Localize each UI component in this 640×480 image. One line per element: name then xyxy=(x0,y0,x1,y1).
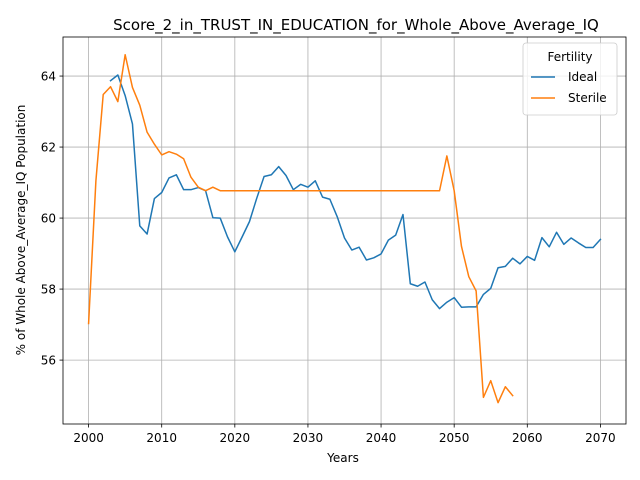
x-tick-label: 2000 xyxy=(73,431,104,445)
x-tick-label: 2040 xyxy=(366,431,397,445)
y-tick-label: 58 xyxy=(41,282,56,296)
y-tick-label: 64 xyxy=(41,69,56,83)
legend-title: Fertility xyxy=(547,50,592,64)
chart-title: Score_2_in_TRUST_IN_EDUCATION_for_Whole_… xyxy=(113,16,599,35)
x-tick-label: 2070 xyxy=(585,431,616,445)
plot-frame xyxy=(62,36,627,425)
x-tick-label: 2020 xyxy=(220,431,251,445)
axis-ticks: 2000 2010 2020 2030 2040 2050 2060 2070 56 58 60 62… xyxy=(41,69,616,445)
y-axis-label: % of Whole Above_Average_IQ Population xyxy=(14,105,28,356)
legend-frame xyxy=(522,42,618,116)
series-group xyxy=(87,54,602,404)
x-tick-label: 2060 xyxy=(512,431,543,445)
series-line-ideal xyxy=(109,74,602,310)
legend-label-sterile: Sterile xyxy=(568,91,607,105)
x-axis-label: Years xyxy=(326,451,359,465)
y-tick-label: 60 xyxy=(41,211,56,225)
legend: Fertility Ideal Sterile xyxy=(522,42,618,116)
series-line-sterile xyxy=(87,54,514,404)
x-tick-label: 2010 xyxy=(146,431,177,445)
x-tick-label: 2050 xyxy=(439,431,470,445)
x-tick-label: 2030 xyxy=(293,431,324,445)
y-tick-label: 56 xyxy=(41,353,56,367)
y-tick-label: 62 xyxy=(41,140,56,154)
legend-label-ideal: Ideal xyxy=(568,70,597,84)
